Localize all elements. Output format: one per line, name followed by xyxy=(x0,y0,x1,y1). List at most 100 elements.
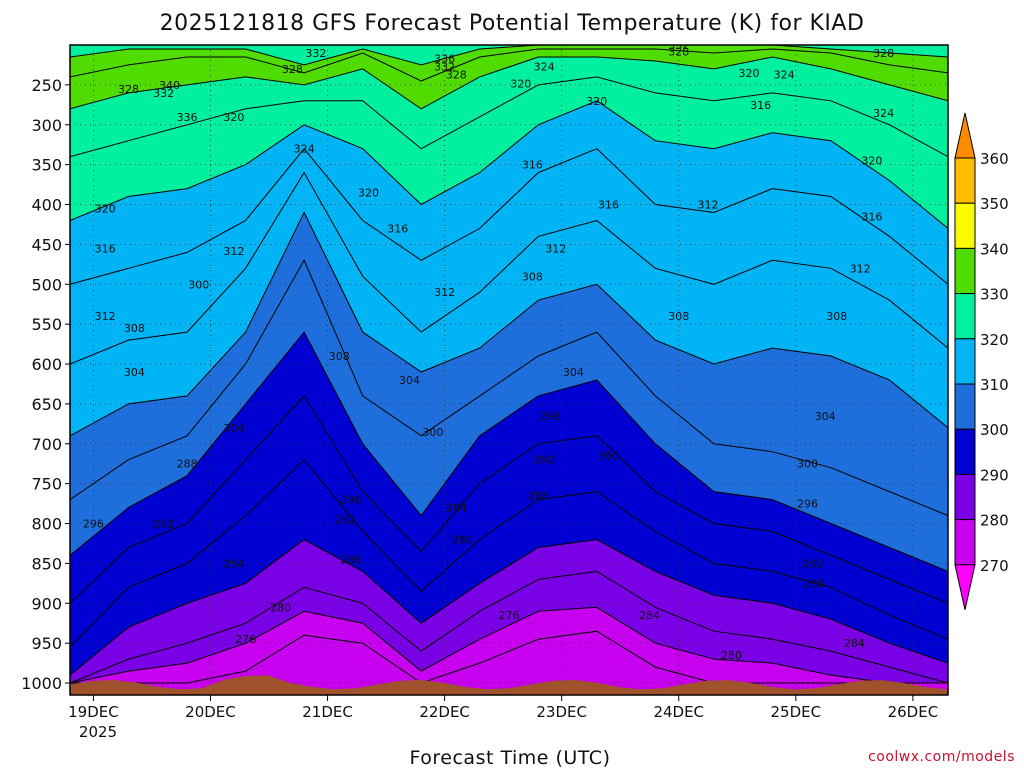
contour-label: 300 xyxy=(598,450,619,463)
contour-label: 332 xyxy=(434,61,455,74)
contour-label: 332 xyxy=(668,39,689,52)
isentrope-line xyxy=(70,570,948,684)
contour-label: 292 xyxy=(534,454,555,467)
contour-label: 316 xyxy=(522,159,543,172)
colorbar-segment xyxy=(954,383,976,430)
contour-label: 336 xyxy=(177,111,198,124)
theta-band xyxy=(70,631,948,695)
y-tick-label: 400 xyxy=(31,196,62,215)
contour-label: 284 xyxy=(446,502,467,515)
terrain-surface xyxy=(70,675,948,695)
contour-label: 336 xyxy=(434,53,455,66)
colorbar-label: 360 xyxy=(980,150,1009,168)
contour-label: 284 xyxy=(223,557,244,570)
isentrope-line xyxy=(70,458,948,648)
contour-label: 312 xyxy=(850,262,871,275)
contour-label: 308 xyxy=(124,322,145,335)
y-tick-label: 1000 xyxy=(21,674,62,693)
contour-label: 300 xyxy=(188,278,209,291)
colorbar-segment xyxy=(954,473,976,521)
isentrope-line xyxy=(70,100,948,229)
contour-label: 292 xyxy=(153,518,174,531)
contour-label: 316 xyxy=(598,198,619,211)
isentrope-line xyxy=(70,538,948,676)
isentrope-line xyxy=(70,259,948,517)
contour-label: 316 xyxy=(861,210,882,223)
colorbar-segment xyxy=(954,157,976,204)
contour-label: 312 xyxy=(698,198,719,211)
contour-label: 300 xyxy=(422,426,443,439)
y-tick-label: 800 xyxy=(31,515,62,534)
x-tick-label: 26DEC xyxy=(888,703,939,721)
contour-label: 308 xyxy=(668,310,689,323)
contour-label: 308 xyxy=(522,270,543,283)
contour-label: 332 xyxy=(153,87,174,100)
contour-label: 284 xyxy=(639,609,660,622)
contour-label: 324 xyxy=(534,61,555,74)
contour-label: 312 xyxy=(95,310,116,323)
contour-label: 312 xyxy=(434,286,455,299)
contour-label: 280 xyxy=(270,601,291,614)
isentrope-line xyxy=(70,606,948,684)
contour-label: 320 xyxy=(223,111,244,124)
contour-label: 328 xyxy=(873,47,894,60)
contour-label: 324 xyxy=(774,68,795,81)
colorbar-label: 290 xyxy=(980,466,1009,484)
contour-label: 328 xyxy=(282,63,303,76)
x-tick-label: 24DEC xyxy=(653,703,704,721)
colorbar-segment xyxy=(954,293,976,340)
y-tick-label: 450 xyxy=(31,235,62,254)
contour-label: 288 xyxy=(177,458,198,471)
contour-label: 296 xyxy=(340,494,361,507)
isentrope-line xyxy=(70,76,948,158)
contour-label: 276 xyxy=(499,609,520,622)
contour-label: 324 xyxy=(873,107,894,120)
credit-text: coolwx.com/models xyxy=(868,749,1015,765)
x-axis-year: 2025 xyxy=(79,723,117,741)
contour-label: 288 xyxy=(340,553,361,566)
contour-label: 292 xyxy=(335,514,356,527)
isentrope-line xyxy=(70,630,948,684)
contour-label: 320 xyxy=(358,187,379,200)
contour-label: 276 xyxy=(235,633,256,646)
contour-label: 304 xyxy=(124,366,145,379)
colorbar-label: 310 xyxy=(980,376,1009,394)
contour-label: 300 xyxy=(797,458,818,471)
y-tick-label: 700 xyxy=(31,435,62,454)
y-tick-label: 500 xyxy=(31,275,62,294)
contour-label: 284 xyxy=(844,637,865,650)
contour-label: 320 xyxy=(586,95,607,108)
isentrope-line xyxy=(70,211,948,437)
colorbar-segment xyxy=(954,428,976,475)
y-tick-label: 750 xyxy=(31,475,62,494)
contour-label: 328 xyxy=(446,68,467,81)
colorbar-arrow-top xyxy=(954,112,976,159)
isentrope-line xyxy=(70,56,948,110)
colorbar-arrow-bottom xyxy=(954,564,976,610)
contour-label: 312 xyxy=(223,245,244,258)
x-tick-label: 20DEC xyxy=(185,703,236,721)
contour-label: 332 xyxy=(305,47,326,60)
contour-label: 316 xyxy=(95,242,116,255)
colorbar-label: 350 xyxy=(980,195,1009,213)
colorbar-label: 330 xyxy=(980,286,1009,304)
plot-frame xyxy=(69,44,949,696)
isentrope-line xyxy=(70,48,948,82)
contour-label: 304 xyxy=(815,410,836,423)
contour-label: 296 xyxy=(797,498,818,511)
contour-label: 292 xyxy=(803,557,824,570)
y-tick-label: 250 xyxy=(31,76,62,95)
isentrope-line xyxy=(70,147,948,285)
colorbar-label: 300 xyxy=(980,421,1009,439)
colorbar-segment xyxy=(954,519,976,566)
contour-label: 328 xyxy=(668,45,689,58)
colorbar-segment xyxy=(954,247,976,295)
contour-label: 308 xyxy=(329,350,350,363)
y-tick-label: 850 xyxy=(31,554,62,573)
colorbar-label: 320 xyxy=(980,331,1009,349)
contour-label: 316 xyxy=(387,222,408,235)
colorbar-segment xyxy=(954,338,976,385)
y-tick-label: 650 xyxy=(31,395,62,414)
y-tick-label: 900 xyxy=(31,594,62,613)
